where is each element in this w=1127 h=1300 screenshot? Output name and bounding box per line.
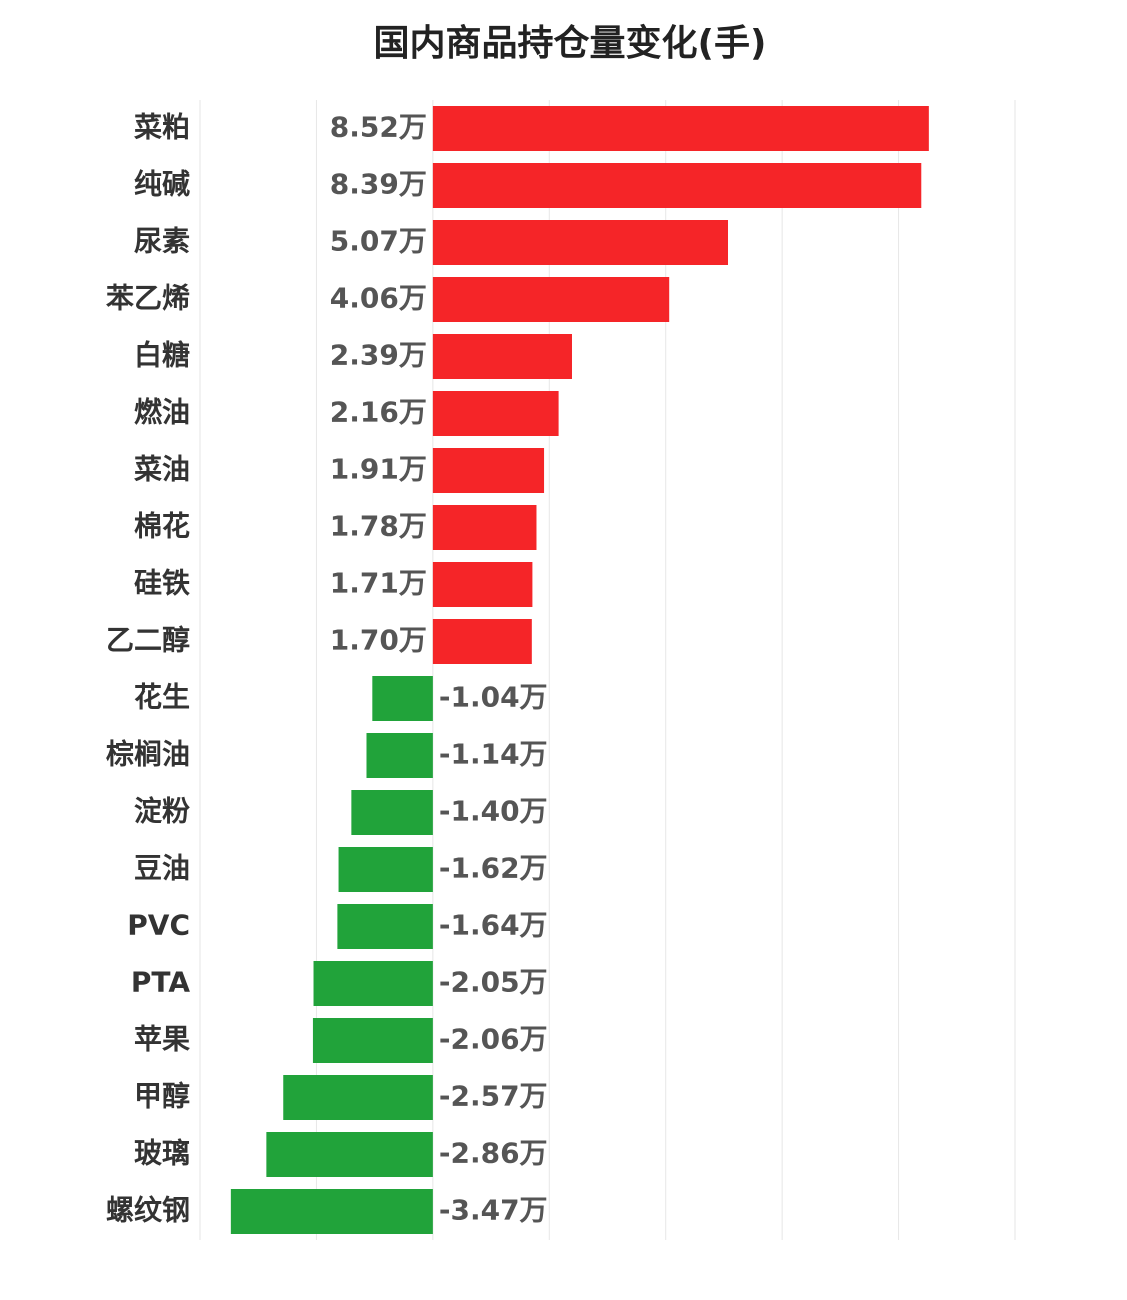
y-tick-label: PTA: [131, 966, 190, 999]
bar: [351, 790, 433, 835]
y-tick-label: 尿素: [134, 225, 190, 258]
bar: [432, 562, 533, 607]
y-tick-label: 苹果: [134, 1023, 190, 1056]
y-tick-label: 乙二醇: [106, 624, 190, 657]
y-tick-label: 燃油: [134, 396, 190, 429]
value-label: 1.91万: [330, 453, 427, 486]
bar: [432, 220, 729, 265]
value-label: 4.06万: [330, 282, 427, 315]
value-label: -1.04万: [439, 681, 548, 714]
y-tick-label: 花生: [134, 681, 190, 714]
value-label: 8.52万: [330, 111, 427, 144]
y-tick-label: 甲醇: [134, 1080, 190, 1113]
bar: [432, 505, 537, 550]
chart-title: 国内商品持仓量变化(手): [374, 22, 767, 64]
bar: [432, 277, 670, 322]
y-tick-label: 纯碱: [134, 168, 190, 201]
y-tick-label: 菜粕: [134, 111, 190, 144]
bar: [372, 676, 433, 721]
y-tick-label: 苯乙烯: [105, 282, 190, 315]
bar: [432, 391, 559, 436]
bar: [432, 448, 545, 493]
value-label: -2.05万: [439, 966, 548, 999]
bar: [432, 334, 572, 379]
value-label: -1.14万: [439, 738, 548, 771]
y-tick-label: 豆油: [134, 852, 190, 885]
value-label: 1.78万: [330, 510, 427, 543]
value-label: -1.62万: [439, 852, 548, 885]
value-label: -3.47万: [439, 1194, 548, 1227]
y-tick-label: PVC: [127, 909, 190, 942]
y-tick-label: 白糖: [134, 339, 190, 372]
bar: [432, 619, 532, 664]
y-tick-label: 菜油: [134, 453, 190, 486]
y-tick-label: 玻璃: [134, 1137, 190, 1170]
bar: [432, 163, 922, 208]
bar: [283, 1075, 433, 1120]
bar: [266, 1132, 433, 1177]
value-label: 2.39万: [330, 339, 427, 372]
y-tick-label: 淀粉: [134, 795, 190, 828]
bar: [338, 847, 433, 892]
value-label: -1.40万: [439, 795, 548, 828]
bar: [313, 961, 433, 1006]
bar: [312, 1018, 433, 1063]
y-tick-label: 硅铁: [134, 567, 190, 600]
value-label: -2.06万: [439, 1023, 548, 1056]
bar: [366, 733, 433, 778]
value-label: 1.71万: [330, 567, 427, 600]
bar: [337, 904, 433, 949]
value-label: 8.39万: [330, 168, 427, 201]
bar: [432, 106, 929, 151]
value-label: -2.86万: [439, 1137, 548, 1170]
value-label: -1.64万: [439, 909, 548, 942]
y-tick-label: 棕榈油: [106, 738, 190, 771]
value-label: 1.70万: [330, 624, 427, 657]
value-label: 5.07万: [330, 225, 427, 258]
bar: [230, 1189, 433, 1234]
value-label: -2.57万: [439, 1080, 548, 1113]
value-label: 2.16万: [330, 396, 427, 429]
y-tick-label: 螺纹钢: [106, 1194, 190, 1227]
y-tick-label: 棉花: [134, 510, 190, 543]
